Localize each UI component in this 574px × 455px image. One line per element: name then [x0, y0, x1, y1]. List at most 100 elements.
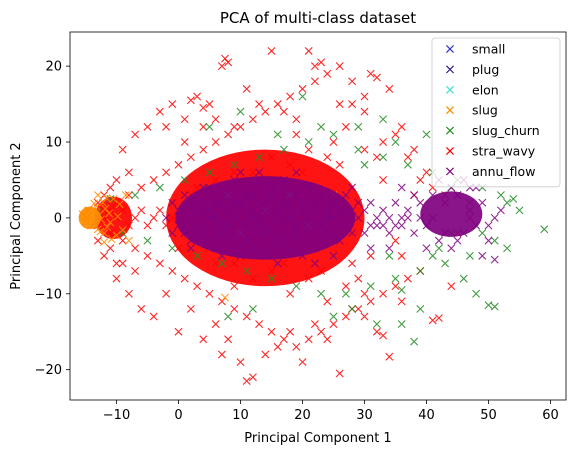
point-annu_flow-94	[304, 213, 313, 222]
point-stra_wavy-24	[242, 312, 251, 321]
point-annu_flow-7	[205, 183, 214, 192]
point-slug_churn-6	[168, 244, 177, 253]
point-annu_flow-13	[242, 191, 251, 200]
point-stra_wavy-9	[149, 175, 158, 184]
point-slug_churn-30	[465, 251, 474, 260]
point-slug_churn-46	[354, 122, 363, 131]
point-annu_flow-112	[292, 168, 301, 177]
point-stra_wavy-27	[261, 107, 270, 116]
point-annu_flow-116	[199, 183, 208, 192]
point-annu_flow-4	[186, 236, 195, 245]
point-slug_churn-23	[379, 153, 388, 162]
point-slug-26	[96, 227, 105, 236]
point-annu_flow-24	[310, 236, 319, 245]
point-annu_flow-90	[279, 213, 288, 222]
dense-core-annu_flow-1	[420, 191, 483, 237]
point-slug_churn-37	[472, 289, 481, 298]
point-annu_flow-8	[211, 244, 220, 253]
point-stra_wavy-57	[149, 312, 158, 321]
point-stra_wavy-107	[348, 77, 357, 86]
x-tick-label-0: −10	[103, 408, 130, 423]
point-stra_wavy-61	[199, 335, 208, 344]
point-stra_wavy-21	[224, 130, 233, 139]
point-stra_wavy-125	[112, 259, 121, 268]
point-stra_wavy-163	[180, 138, 189, 147]
point-slug_churn-39	[490, 302, 499, 311]
point-slug-32	[221, 293, 229, 302]
point-stra_wavy-96	[224, 58, 233, 67]
point-slug_churn-65	[317, 122, 326, 131]
point-stra_wavy-109	[366, 69, 375, 78]
point-stra_wavy-104	[310, 62, 319, 71]
point-annu_flow-79	[211, 198, 220, 207]
point-stra_wavy-149	[354, 274, 363, 283]
point-stra_wavy-182	[341, 122, 350, 131]
point-stra_wavy-32	[292, 342, 301, 351]
point-annu_flow-111	[273, 259, 282, 268]
point-slug-12	[98, 198, 107, 207]
point-annu_flow-11	[230, 175, 239, 184]
point-stra_wavy-2	[106, 229, 115, 238]
x-tick-label-3: 20	[294, 408, 311, 423]
point-annu_flow-97	[323, 206, 332, 215]
point-stra_wavy-64	[224, 335, 233, 344]
point-annu_flow-16	[261, 251, 270, 260]
point-stra_wavy-58	[162, 289, 171, 298]
point-annu_flow-62	[397, 183, 406, 192]
legend-marker-stra_wavy	[445, 146, 455, 156]
point-annu_flow-15	[255, 175, 264, 184]
point-stra_wavy-89	[186, 96, 195, 105]
point-stra_wavy-136	[149, 213, 158, 222]
point-stra_wavy-146	[298, 168, 307, 177]
point-annu_flow-22	[298, 251, 307, 260]
point-slug-15	[103, 223, 112, 231]
point-annu_flow-104	[366, 221, 375, 230]
point-annu_flow-14	[248, 244, 257, 253]
point-annu_flow-66	[441, 229, 450, 238]
point-annu_flow-117	[186, 244, 195, 253]
point-slug_churn-60	[478, 229, 487, 238]
point-stra_wavy-155	[230, 259, 239, 268]
legend-box	[431, 37, 561, 188]
point-slug_churn-3	[131, 191, 140, 200]
point-slug_churn-20	[341, 289, 350, 298]
point-slug_churn-56	[329, 312, 338, 321]
point-slug-17	[106, 218, 115, 227]
point-annu_flow-103	[360, 206, 369, 215]
point-stra_wavy-48	[391, 282, 400, 291]
point-annu_flow-63	[385, 244, 394, 253]
point-slug_churn-64	[273, 130, 282, 139]
point-stra_wavy-98	[242, 84, 251, 93]
point-stra_wavy-181	[323, 297, 332, 306]
point-annu_flow-60	[422, 244, 431, 253]
point-stra_wavy-94	[217, 62, 226, 71]
y-tick-label-3: 10	[45, 136, 62, 151]
point-stra_wavy-49	[397, 122, 406, 131]
point-slug-11	[97, 215, 105, 224]
legend: small plug elon slug slug_churn stra_wavyannu…	[431, 37, 561, 188]
point-stra_wavy-177	[248, 274, 257, 283]
point-annu_flow-43	[428, 191, 437, 200]
point-slug_churn-33	[503, 198, 512, 207]
point-stra_wavy-22	[230, 304, 239, 313]
point-stra_wavy-18	[205, 289, 214, 298]
point-annu_flow-102	[354, 213, 363, 222]
point-stra_wavy-169	[348, 259, 357, 268]
point-annu_flow-81	[224, 206, 233, 215]
point-stra_wavy-180	[304, 145, 313, 154]
point-stra_wavy-103	[304, 46, 313, 55]
point-stra_wavy-47	[385, 84, 394, 93]
point-stra_wavy-120	[118, 259, 127, 268]
point-stra_wavy-139	[168, 213, 177, 222]
point-annu_flow-106	[379, 221, 388, 230]
point-annu_flow-3	[180, 191, 189, 200]
point-annu_flow-50	[472, 221, 481, 230]
point-slug_churn-16	[292, 282, 301, 291]
point-slug_churn-48	[236, 107, 245, 116]
y-axis: −20 −10 0 10 20	[35, 60, 70, 378]
point-stra_wavy-77	[372, 327, 381, 336]
point-annu_flow-93	[298, 206, 307, 215]
y-axis-label: Principal Component 2	[9, 142, 24, 289]
point-slug_churn-11	[230, 160, 239, 169]
point-slug_churn-44	[391, 138, 400, 147]
